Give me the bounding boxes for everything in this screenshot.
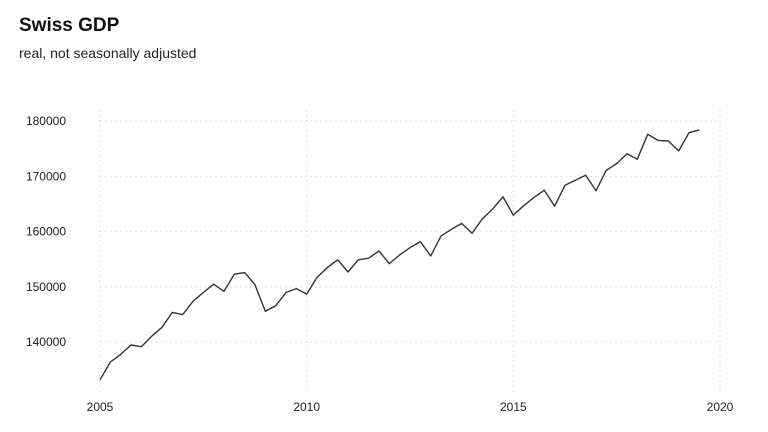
chart-subtitle: real, not seasonally adjusted: [19, 45, 197, 61]
x-tick-label: 2015: [500, 400, 527, 414]
y-tick-label: 160000: [26, 225, 66, 239]
y-tick-label: 150000: [26, 280, 66, 294]
x-tick-label: 2005: [87, 400, 114, 414]
y-tick-label: 140000: [26, 335, 66, 349]
y-tick-label: 170000: [26, 169, 66, 183]
chart-title: Swiss GDP: [19, 15, 120, 36]
y-axis-ticks: 140000 150000 160000 170000 180000: [26, 114, 66, 349]
gdp-series-line: [99, 129, 700, 381]
x-tick-label: 2010: [293, 400, 320, 414]
x-tick-label: 2020: [707, 400, 734, 414]
y-tick-label: 180000: [26, 114, 66, 128]
x-axis-ticks: 2005 2010 2015 2020: [87, 400, 734, 414]
series-layer: [99, 129, 700, 381]
grid-lines: [99, 110, 721, 392]
